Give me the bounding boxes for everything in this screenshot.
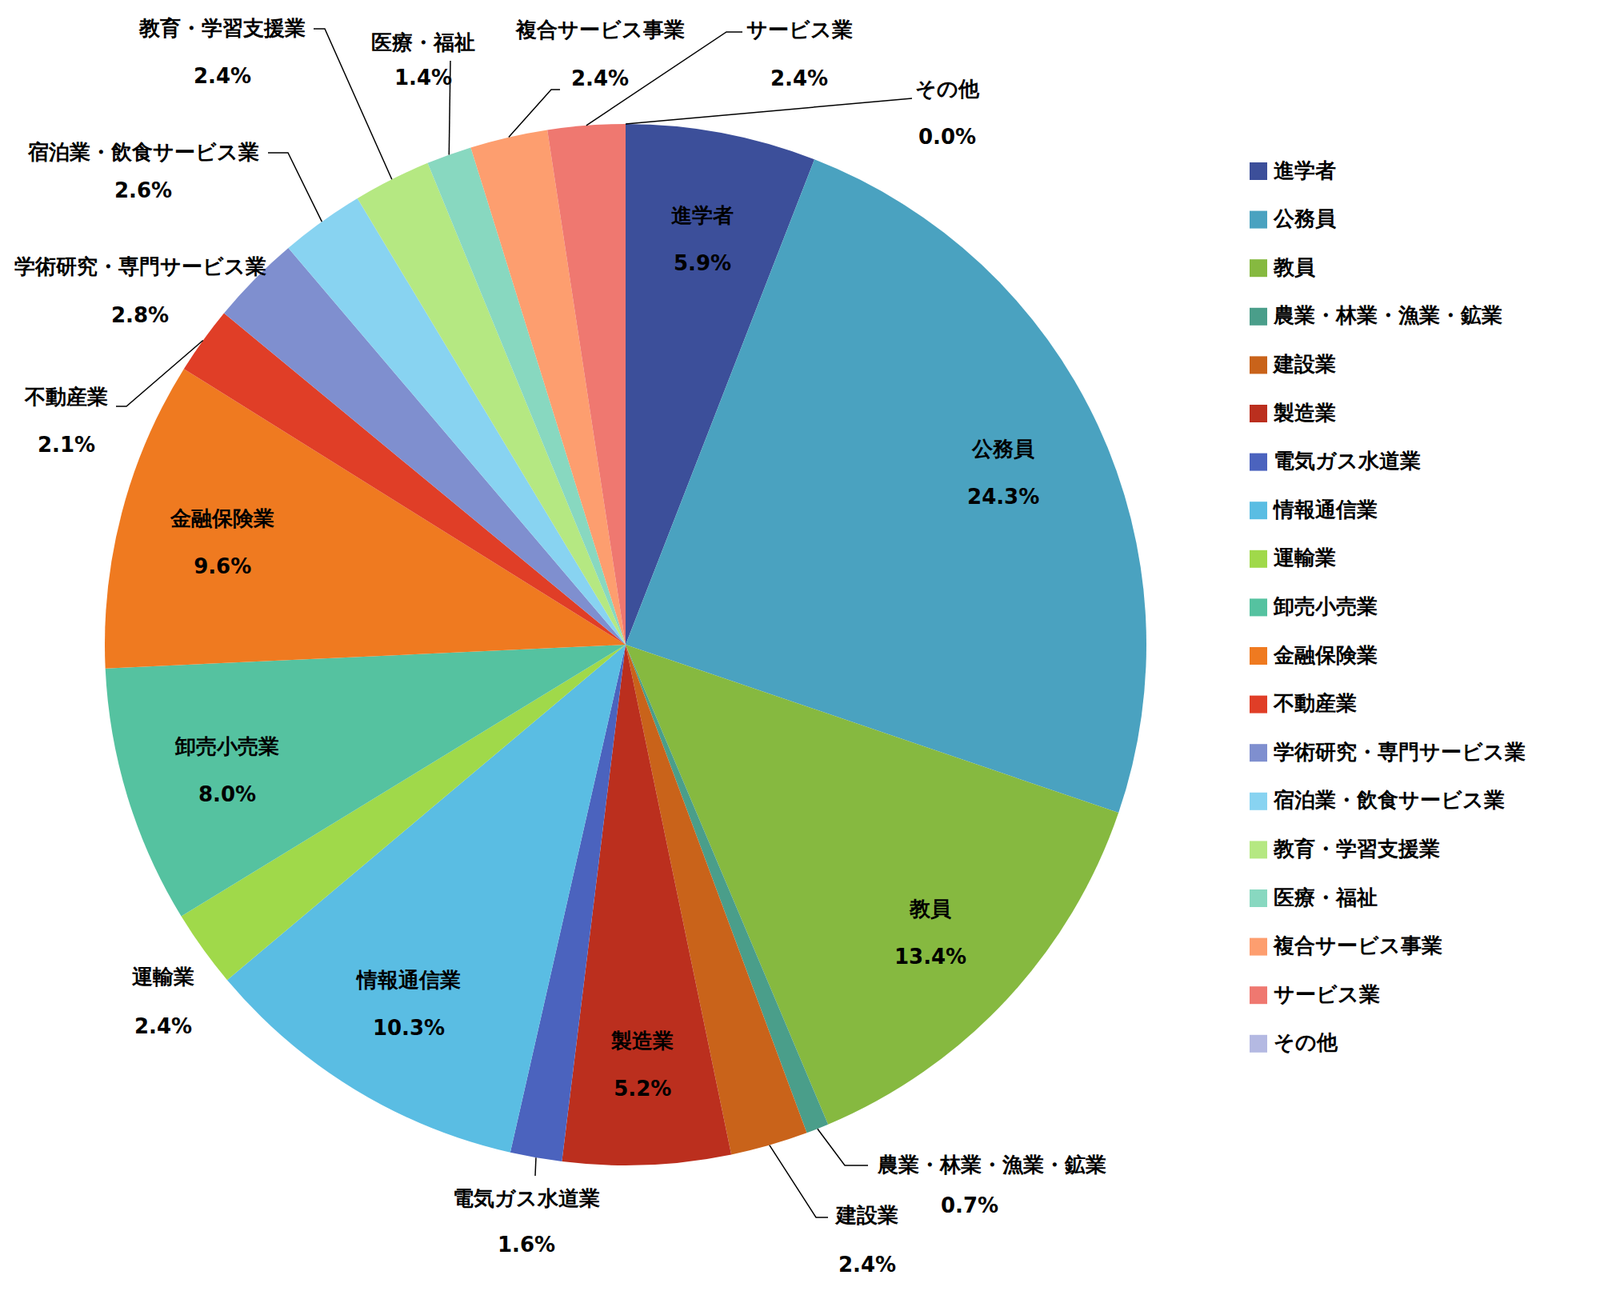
legend-swatch <box>1249 211 1268 229</box>
legend-label: 製造業 <box>1272 400 1336 425</box>
value-label: 0.7% <box>940 1193 999 1218</box>
value-label: 2.4% <box>838 1252 896 1277</box>
legend-label: 卸売小売業 <box>1272 594 1378 619</box>
slice <box>547 124 626 645</box>
value-label: 5.9% <box>673 251 732 276</box>
legend-label: 金融保険業 <box>1272 643 1378 668</box>
legend-label: 公務員 <box>1272 206 1336 231</box>
slice-label: 電気ガス水道業 <box>452 1186 600 1211</box>
value-label: 1.6% <box>497 1232 556 1257</box>
legend-label: 運輸業 <box>1273 545 1336 570</box>
leader-line <box>817 1128 868 1166</box>
legend-label: 情報通信業 <box>1272 497 1378 522</box>
legend-label: その他 <box>1273 1030 1339 1055</box>
legend-swatch <box>1249 308 1268 326</box>
legend-swatch <box>1249 696 1268 714</box>
legend-swatch <box>1249 356 1268 374</box>
legend-label: 不動産業 <box>1272 691 1357 716</box>
legend-label: 建設業 <box>1272 352 1336 376</box>
value-label: 2.4% <box>770 66 828 91</box>
legend-swatch <box>1249 889 1268 908</box>
slice-label: 建設業 <box>834 1203 899 1228</box>
legend-label: 教育・学習支援業 <box>1272 836 1440 861</box>
leader-line <box>769 1145 828 1218</box>
legend-swatch <box>1249 1035 1268 1053</box>
legend-swatch <box>1249 986 1268 1004</box>
leader-line <box>116 340 204 407</box>
slice-label: 進学者 <box>671 203 734 228</box>
leader-line <box>534 1157 536 1176</box>
slice-label: 卸売小売業 <box>174 734 280 759</box>
leader-line <box>508 89 560 138</box>
slice-label: 学術研究・専門サービス業 <box>14 254 267 279</box>
slice-label: 農業・林業・漁業・鉱業 <box>876 1152 1107 1177</box>
slice-label: 運輸業 <box>132 964 195 989</box>
slice-label: 医療・福祉 <box>371 30 476 55</box>
value-label: 2.4% <box>571 66 629 91</box>
slice-label: サービス業 <box>746 17 853 42</box>
legend-label: 農業・林業・漁業・鉱業 <box>1272 303 1503 328</box>
labels: 進学者 5.9% 公務員 24.3% 教員 13.4% 農業・林業・漁業・鉱業 0.7% 建設業… <box>14 16 1108 1277</box>
slice-label: 教員 <box>908 896 952 921</box>
legend-swatch <box>1249 840 1268 859</box>
value-label: 1.4% <box>394 65 452 90</box>
legend-swatch <box>1249 744 1268 762</box>
slice-label: 複合サービス事業 <box>515 17 685 42</box>
value-label: 2.1% <box>37 432 96 457</box>
value-label: 8.0% <box>198 782 256 807</box>
legend-swatch <box>1249 938 1268 956</box>
slice-label: 金融保険業 <box>169 506 275 531</box>
slice-label: 公務員 <box>971 436 1035 461</box>
chart: 進学者 5.9% 公務員 24.3% 教員 13.4% 農業・林業・漁業・鉱業 0.7% 建設業… <box>0 0 1600 1295</box>
legend-swatch <box>1249 550 1268 568</box>
leader-line <box>625 98 912 124</box>
legend-label: 複合サービス事業 <box>1272 933 1443 958</box>
slice <box>625 124 627 645</box>
value-label: 2.6% <box>114 178 172 203</box>
value-label: 24.3% <box>967 484 1040 509</box>
value-label: 0.0% <box>918 124 976 149</box>
legend-swatch <box>1249 453 1268 472</box>
legend-label: 電気ガス水道業 <box>1273 448 1421 473</box>
legend: 進学者公務員教員農業・林業・漁業・鉱業建設業製造業電気ガス水道業情報通信業運輸業… <box>1249 158 1526 1056</box>
legend-label: 教員 <box>1272 255 1316 280</box>
legend-label: 宿泊業・飲食サービス業 <box>1272 788 1505 812</box>
value-label: 2.8% <box>111 303 169 328</box>
slice-label: 不動産業 <box>24 384 108 409</box>
legend-swatch <box>1249 404 1268 423</box>
legend-swatch <box>1249 501 1268 520</box>
value-label: 2.4% <box>193 64 252 88</box>
leader-line <box>268 152 322 222</box>
legend-label: 進学者 <box>1273 158 1336 183</box>
slice-label: 宿泊業・飲食サービス業 <box>27 140 260 164</box>
slice-label: 教育・学習支援業 <box>138 16 306 40</box>
legend-label: 学術研究・専門サービス業 <box>1273 740 1526 764</box>
slice-label: その他 <box>915 76 980 101</box>
legend-swatch <box>1249 259 1268 277</box>
leader-line <box>586 32 743 126</box>
legend-swatch <box>1249 162 1268 180</box>
slice-label: 情報通信業 <box>355 968 461 992</box>
slice <box>105 644 626 917</box>
value-label: 10.3% <box>372 1016 445 1040</box>
value-label: 5.2% <box>613 1076 672 1101</box>
value-label: 2.4% <box>134 1014 192 1039</box>
value-label: 13.4% <box>894 944 967 969</box>
slices <box>104 124 1147 1166</box>
slice-label: 製造業 <box>610 1028 674 1053</box>
legend-swatch <box>1249 647 1268 665</box>
value-label: 9.6% <box>193 554 252 579</box>
legend-swatch <box>1249 792 1268 811</box>
legend-label: サービス業 <box>1273 982 1380 1007</box>
legend-swatch <box>1249 598 1268 616</box>
legend-label: 医療・福祉 <box>1273 885 1378 910</box>
